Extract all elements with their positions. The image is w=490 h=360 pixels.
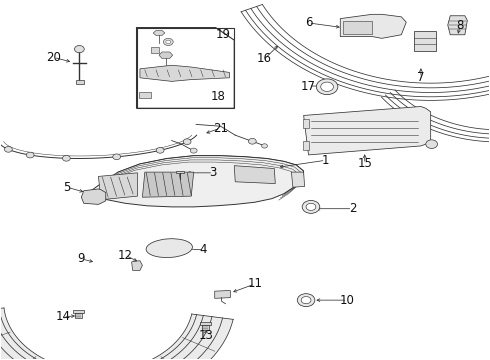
Polygon shape [159, 52, 172, 58]
Circle shape [321, 82, 333, 91]
Polygon shape [200, 321, 211, 325]
Text: 20: 20 [46, 51, 61, 64]
Circle shape [4, 147, 12, 152]
Text: 16: 16 [257, 52, 272, 65]
Polygon shape [303, 119, 309, 128]
Polygon shape [151, 47, 159, 53]
Circle shape [302, 201, 320, 213]
Polygon shape [292, 172, 305, 187]
Circle shape [183, 139, 191, 145]
Circle shape [297, 294, 315, 307]
Circle shape [317, 79, 338, 95]
Circle shape [262, 144, 268, 148]
Text: 4: 4 [200, 243, 207, 256]
Circle shape [248, 138, 256, 144]
Polygon shape [90, 156, 304, 207]
Polygon shape [448, 16, 467, 35]
Polygon shape [132, 261, 143, 270]
Polygon shape [0, 308, 233, 360]
Text: 1: 1 [322, 154, 329, 167]
Text: 6: 6 [305, 17, 312, 30]
Text: 9: 9 [77, 252, 85, 265]
Text: 14: 14 [56, 310, 71, 324]
Text: 10: 10 [340, 294, 355, 307]
Circle shape [62, 156, 70, 161]
FancyBboxPatch shape [137, 28, 234, 108]
Circle shape [156, 148, 164, 153]
Ellipse shape [146, 239, 193, 257]
Polygon shape [304, 107, 431, 155]
Text: 17: 17 [301, 80, 316, 93]
Polygon shape [76, 80, 84, 84]
Circle shape [426, 140, 438, 148]
Text: 11: 11 [247, 278, 262, 291]
Text: 5: 5 [63, 181, 71, 194]
Polygon shape [343, 22, 372, 34]
Circle shape [113, 154, 121, 160]
Circle shape [163, 39, 173, 45]
Polygon shape [234, 166, 275, 184]
Text: 2: 2 [349, 202, 356, 215]
Text: 8: 8 [456, 19, 464, 32]
Polygon shape [81, 189, 106, 204]
Text: 18: 18 [211, 90, 225, 103]
Circle shape [301, 297, 311, 304]
Polygon shape [340, 14, 406, 39]
Circle shape [306, 203, 316, 211]
Circle shape [74, 45, 84, 53]
Text: 7: 7 [417, 71, 425, 84]
Polygon shape [98, 173, 138, 200]
Text: 3: 3 [210, 166, 217, 179]
Polygon shape [73, 310, 84, 314]
Text: 13: 13 [198, 329, 213, 342]
Text: 19: 19 [216, 28, 230, 41]
Polygon shape [414, 31, 436, 51]
Polygon shape [75, 314, 82, 318]
Circle shape [190, 148, 197, 153]
Polygon shape [215, 291, 230, 298]
Polygon shape [143, 172, 194, 197]
Text: 12: 12 [118, 249, 133, 262]
Text: 21: 21 [213, 122, 228, 135]
Polygon shape [139, 92, 151, 98]
Circle shape [26, 152, 34, 158]
Circle shape [166, 40, 171, 44]
Polygon shape [140, 65, 229, 81]
Text: 15: 15 [357, 157, 372, 170]
Polygon shape [303, 140, 309, 149]
Polygon shape [202, 325, 209, 330]
Polygon shape [175, 171, 184, 173]
Polygon shape [153, 31, 165, 36]
